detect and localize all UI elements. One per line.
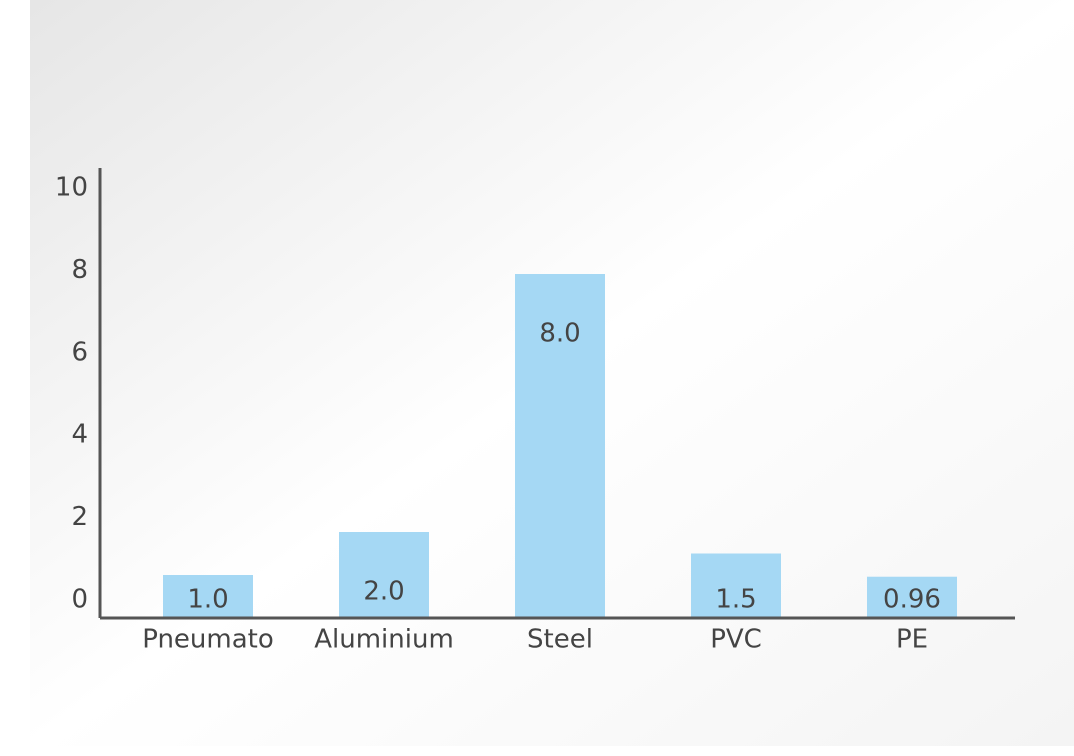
x-tick-label: PVC xyxy=(710,625,762,655)
y-tick-label: 8 xyxy=(71,255,88,285)
bar xyxy=(867,576,957,618)
value-label: 0.96 xyxy=(883,585,941,615)
x-tick-label: Steel xyxy=(527,625,593,655)
x-tick-label: Aluminium xyxy=(314,625,454,655)
bar xyxy=(691,553,781,618)
y-tick-label: 6 xyxy=(71,337,88,367)
value-label: 1.0 xyxy=(187,585,228,615)
y-tick-label: 2 xyxy=(71,502,88,532)
x-tick-label: PE xyxy=(896,625,928,655)
value-label: 2.0 xyxy=(363,577,404,607)
bar xyxy=(339,532,429,618)
y-tick-label: 10 xyxy=(55,173,88,203)
bar xyxy=(163,575,253,618)
value-label: 8.0 xyxy=(539,319,580,349)
value-label: 1.5 xyxy=(715,585,756,615)
y-tick-label: 0 xyxy=(71,585,88,615)
bar xyxy=(515,274,605,618)
x-tick-label: Pneumato xyxy=(142,625,274,655)
y-tick-label: 4 xyxy=(71,420,88,450)
